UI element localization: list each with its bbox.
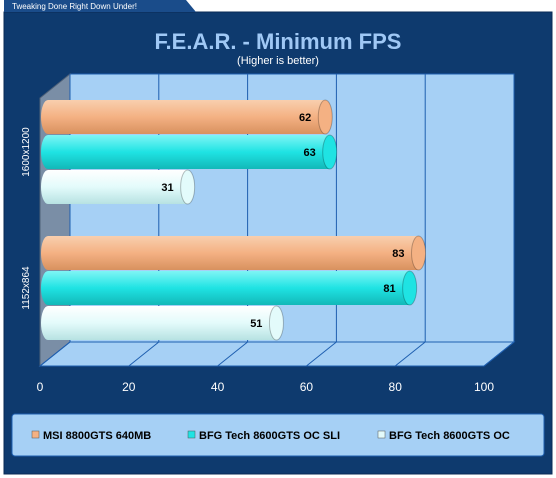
bar-start-cap	[41, 135, 55, 169]
legend-swatch	[377, 430, 386, 439]
chart-title: F.E.A.R. - Minimum FPS	[155, 29, 402, 54]
gridline-floor	[39, 341, 71, 367]
banner-text: Tweaking Done Right Down Under!	[12, 2, 137, 11]
bar-start-cap	[41, 271, 55, 305]
gridline-floor	[394, 341, 426, 367]
data-label: 62	[299, 112, 311, 124]
legend-swatch	[31, 430, 40, 439]
category-label: 1152x864	[21, 266, 32, 310]
banner-tab	[4, 0, 196, 12]
bar	[48, 236, 419, 270]
x-tick-label: 80	[389, 380, 403, 394]
legend-swatch	[187, 430, 196, 439]
bar	[48, 135, 330, 169]
data-label: 31	[161, 182, 173, 194]
x-tick-label: 60	[300, 380, 314, 394]
bar-end-cap	[317, 99, 333, 135]
bar-start-cap	[41, 100, 55, 134]
x-tick-label: 0	[37, 380, 44, 394]
category-label: 1600x1200	[21, 127, 32, 177]
bar-start-cap	[41, 306, 55, 340]
plot-floor	[38, 341, 516, 367]
x-tick-label: 40	[211, 380, 225, 394]
legend-entry: BFG Tech 8600GTS OC	[389, 430, 510, 442]
legend-box	[11, 413, 545, 457]
bar	[48, 170, 188, 204]
gridline-floor	[306, 341, 337, 367]
category-labels: 1600x1200 1152x864	[21, 127, 32, 310]
x-tick-label: 20	[122, 380, 136, 394]
data-label: 81	[383, 283, 395, 295]
gridline-floor	[128, 341, 160, 367]
bar	[48, 100, 326, 134]
chart-subtitle: (Higher is better)	[237, 55, 319, 67]
bar-start-cap	[41, 170, 55, 204]
bar	[48, 306, 277, 340]
bar-end-cap	[322, 134, 338, 170]
x-tick-label: 100	[474, 380, 494, 394]
gridline-floor	[483, 341, 515, 367]
x-axis-ticks: 0 20 40 60 80 100	[37, 380, 495, 394]
bar-end-cap	[411, 235, 427, 271]
bars: 62 63 31 83 81 51	[41, 99, 427, 341]
gridline-floor	[217, 341, 248, 367]
data-label: 63	[303, 147, 315, 159]
data-label: 51	[250, 318, 262, 330]
legend-entry: MSI 8800GTS 640MB	[43, 430, 151, 442]
bar	[48, 271, 410, 305]
bar-end-cap	[180, 169, 196, 205]
bar-start-cap	[41, 236, 55, 270]
bar-end-cap	[402, 270, 418, 306]
bar-end-cap	[268, 305, 284, 341]
legend: MSI 8800GTS 640MB BFG Tech 8600GTS OC SLI…	[31, 430, 510, 442]
legend-entry: BFG Tech 8600GTS OC SLI	[199, 430, 340, 442]
data-label: 83	[392, 248, 404, 260]
